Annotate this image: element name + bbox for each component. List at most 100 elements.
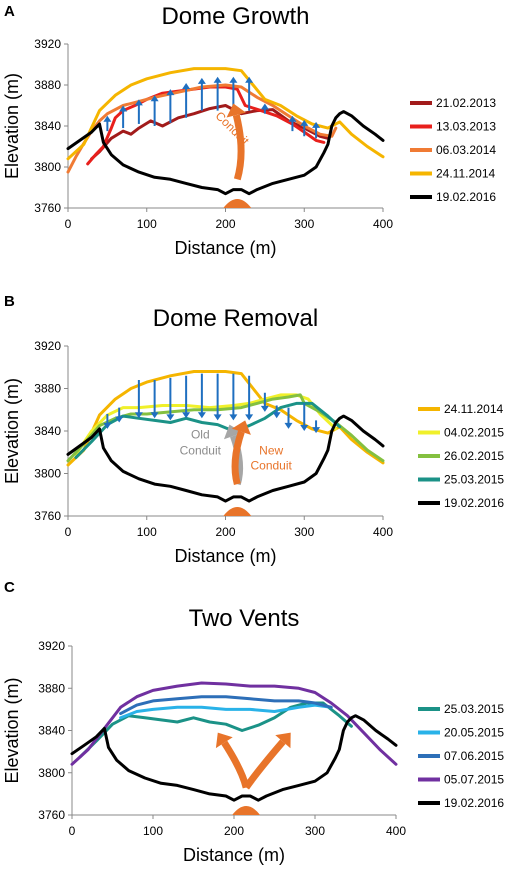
- y-tick-label: 3800: [34, 160, 61, 174]
- blue-arrow-head: [272, 412, 281, 419]
- legend-label: 24.11.2014: [436, 167, 495, 181]
- chart-title: Dome Removal: [153, 305, 318, 332]
- series-line-19.02.2016: [66, 110, 385, 196]
- series-line-19.02.2016: [66, 414, 385, 503]
- legend-label: 26.02.2015: [444, 449, 504, 463]
- y-axis-label: Elevation (m): [2, 677, 22, 783]
- blue-arrow-head: [288, 115, 297, 122]
- chart-title: Two Vents: [189, 605, 300, 632]
- legend-label: 13.03.2013: [436, 120, 496, 134]
- x-tick-label: 300: [294, 217, 314, 231]
- conduit-arrow-head: [231, 420, 251, 435]
- blue-arrow-head: [182, 82, 191, 89]
- annotation-label: Conduit: [250, 458, 292, 472]
- x-tick-label: 200: [215, 525, 235, 539]
- legend-label: 25.03.2015: [444, 702, 504, 716]
- blue-arrow-head: [103, 422, 112, 429]
- x-tick-label: 0: [65, 525, 72, 539]
- x-tick-label: 100: [143, 824, 163, 838]
- blue-arrow-head: [150, 412, 159, 419]
- conduit-arrow-head: [223, 424, 243, 440]
- x-tick-label: 300: [305, 824, 325, 838]
- panel-letter: B: [4, 293, 15, 310]
- legend-label: 07.06.2015: [444, 749, 504, 763]
- blue-arrow-head: [312, 121, 321, 128]
- x-axis-label: Distance (m): [174, 238, 276, 258]
- y-axis-label: Elevation (m): [2, 73, 22, 179]
- blue-arrow-head: [103, 115, 112, 122]
- x-tick-label: 400: [386, 824, 406, 838]
- blue-arrow-head: [166, 414, 175, 421]
- x-tick-label: 200: [224, 824, 244, 838]
- y-tick-label: 3840: [34, 119, 61, 133]
- x-tick-label: 400: [373, 525, 393, 539]
- blue-arrow-head: [229, 414, 238, 421]
- conduit-arrow: [221, 740, 250, 789]
- chart-title: Dome Growth: [161, 3, 309, 30]
- legend-label: 19.02.2016: [436, 190, 496, 204]
- y-tick-label: 3880: [34, 78, 61, 92]
- blue-arrow-head: [197, 412, 206, 419]
- annotation-label: New: [259, 443, 283, 457]
- blue-arrow-head: [182, 412, 191, 419]
- legend-label: 25.03.2015: [444, 473, 504, 487]
- series-line-25.03.2015: [78, 701, 353, 759]
- blue-arrow-head: [260, 103, 269, 110]
- panel-b: B Dome Removal 3760 3800 3840 3880 3920 0 100 200…: [2, 293, 504, 566]
- vent-marker: [223, 507, 252, 516]
- blue-arrow-head: [300, 425, 309, 431]
- legend-label: 20.05.2015: [444, 726, 504, 740]
- x-tick-label: 0: [69, 824, 76, 838]
- legend-label: 19.02.2016: [444, 496, 504, 510]
- blue-arrow-head: [284, 422, 293, 429]
- x-tick-label: 0: [65, 217, 72, 231]
- blue-arrow-head: [119, 105, 128, 112]
- legend-label: 19.02.2016: [444, 796, 504, 810]
- conduit-arrow-head: [226, 103, 246, 118]
- x-axis-label: Distance (m): [174, 546, 276, 566]
- blue-arrow-head: [166, 89, 175, 96]
- blue-arrow-head: [115, 416, 124, 423]
- panel-c: C Two Vents 3760 3800 3840 3880 3920 0 100 200 300…: [2, 579, 504, 865]
- annotation-label: Conduit: [180, 443, 222, 457]
- conduit-arrow: [243, 739, 286, 790]
- conduit-arrow-head: [275, 732, 291, 749]
- legend-label: 21.02.2013: [436, 96, 496, 110]
- series-line-24.11.2014: [66, 370, 385, 467]
- blue-arrow-head: [245, 414, 254, 421]
- y-tick-label: 3840: [38, 724, 65, 738]
- series-line-20.05.2015: [119, 703, 333, 720]
- series-line-19.02.2016: [70, 714, 398, 802]
- x-tick-label: 100: [137, 217, 157, 231]
- y-tick-label: 3920: [38, 639, 65, 653]
- blue-arrow-head: [134, 412, 143, 419]
- x-tick-label: 300: [294, 525, 314, 539]
- y-tick-label: 3760: [34, 201, 61, 215]
- conduit-arrow-head: [215, 732, 233, 749]
- x-axis-label: Distance (m): [183, 845, 285, 865]
- blue-arrow-head: [245, 76, 254, 83]
- blue-arrow-head: [229, 76, 238, 83]
- x-tick-label: 400: [373, 217, 393, 231]
- panel-a: A Dome Growth 3760 3800 3840 3880 3920 0 100 200 3…: [2, 3, 496, 258]
- legend-label: 04.02.2015: [444, 426, 504, 440]
- y-tick-label: 3880: [34, 382, 61, 396]
- y-tick-label: 3840: [34, 424, 61, 438]
- legend-label: 24.11.2014: [444, 402, 503, 416]
- x-tick-label: 200: [215, 217, 235, 231]
- y-tick-label: 3800: [34, 467, 61, 481]
- y-axis-label: Elevation (m): [2, 378, 22, 484]
- annotation-label: Old: [191, 427, 210, 441]
- blue-arrow-head: [300, 119, 309, 126]
- conduit-arrow: [232, 114, 245, 181]
- y-tick-label: 3760: [34, 509, 61, 523]
- blue-arrow-head: [312, 427, 321, 434]
- y-tick-label: 3760: [38, 808, 65, 822]
- blue-arrow-head: [197, 77, 206, 84]
- vent-marker: [223, 199, 252, 208]
- legend-label: 06.03.2014: [436, 143, 496, 157]
- vent-marker: [232, 806, 261, 815]
- blue-arrow-head: [260, 405, 269, 412]
